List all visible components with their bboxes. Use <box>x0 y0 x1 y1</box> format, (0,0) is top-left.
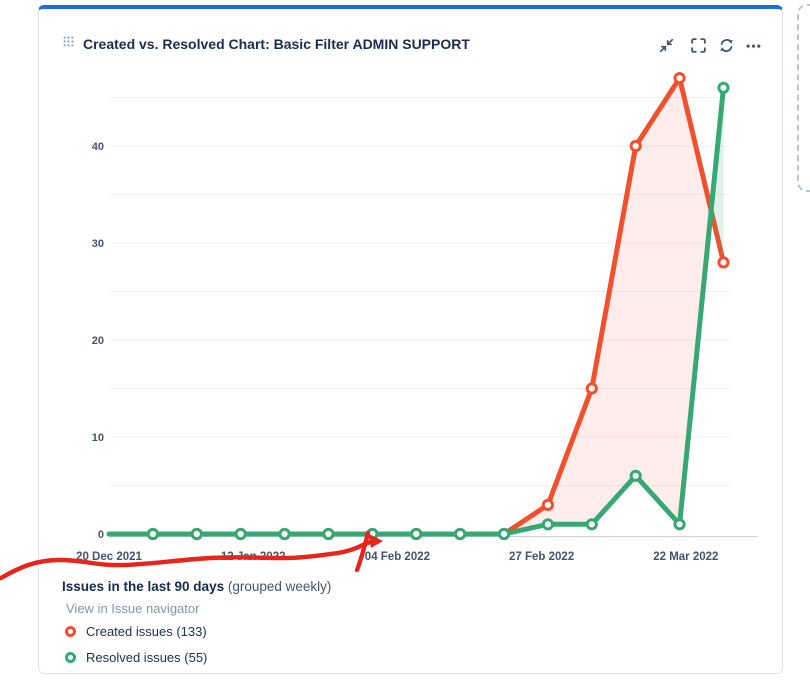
gadget-title: Created vs. Resolved Chart: Basic Filter… <box>83 36 470 52</box>
created-vs-resolved-gadget: Created vs. Resolved Chart: Basic Filter… <box>38 5 783 674</box>
expand-brackets-icon <box>691 37 706 53</box>
svg-text:30: 30 <box>92 238 104 250</box>
legend-item-created: Created issues (133) <box>65 623 207 639</box>
legend-label-resolved: Resolved issues (55) <box>86 649 208 665</box>
dot-grid-icon <box>63 36 73 47</box>
refresh-icon <box>720 38 733 52</box>
svg-text:04 Feb 2022: 04 Feb 2022 <box>365 551 430 563</box>
ellipsis-icon <box>746 44 761 48</box>
legend-item-resolved: Resolved issues (55) <box>65 649 207 665</box>
resolved-series-marker-icon <box>65 651 76 663</box>
created-series-marker-icon <box>65 625 76 637</box>
fullscreen-button[interactable] <box>690 36 708 54</box>
chart-caption: Issues in the last 90 days (grouped week… <box>62 579 331 594</box>
gadget-drop-zone <box>797 4 810 192</box>
svg-text:20 Dec 2021: 20 Dec 2021 <box>76 551 142 563</box>
svg-text:10: 10 <box>92 432 104 444</box>
svg-text:20: 20 <box>92 335 104 347</box>
created-vs-resolved-chart: 20 Dec 2021 12 Jan 2022 04 Feb 2022 27 Feb … <box>76 72 758 563</box>
svg-text:27 Feb 2022: 27 Feb 2022 <box>509 551 574 563</box>
svg-text:40: 40 <box>92 141 104 153</box>
more-options-button[interactable] <box>745 36 763 54</box>
legend-label-created: Created issues (133) <box>86 623 207 639</box>
collapse-arrows-icon <box>659 38 674 52</box>
caption-period: Issues in the last 90 days <box>62 579 225 594</box>
refresh-button[interactable] <box>718 36 736 54</box>
svg-text:0: 0 <box>98 529 104 541</box>
minimize-button[interactable] <box>658 36 676 54</box>
svg-text:22 Mar 2022: 22 Mar 2022 <box>653 551 718 563</box>
svg-text:12 Jan 2022: 12 Jan 2022 <box>221 551 286 563</box>
caption-grouping: (grouped weekly) <box>224 579 332 594</box>
drag-handle-icon[interactable] <box>62 35 74 47</box>
view-in-issue-navigator-link[interactable]: View in Issue navigator <box>66 601 200 616</box>
